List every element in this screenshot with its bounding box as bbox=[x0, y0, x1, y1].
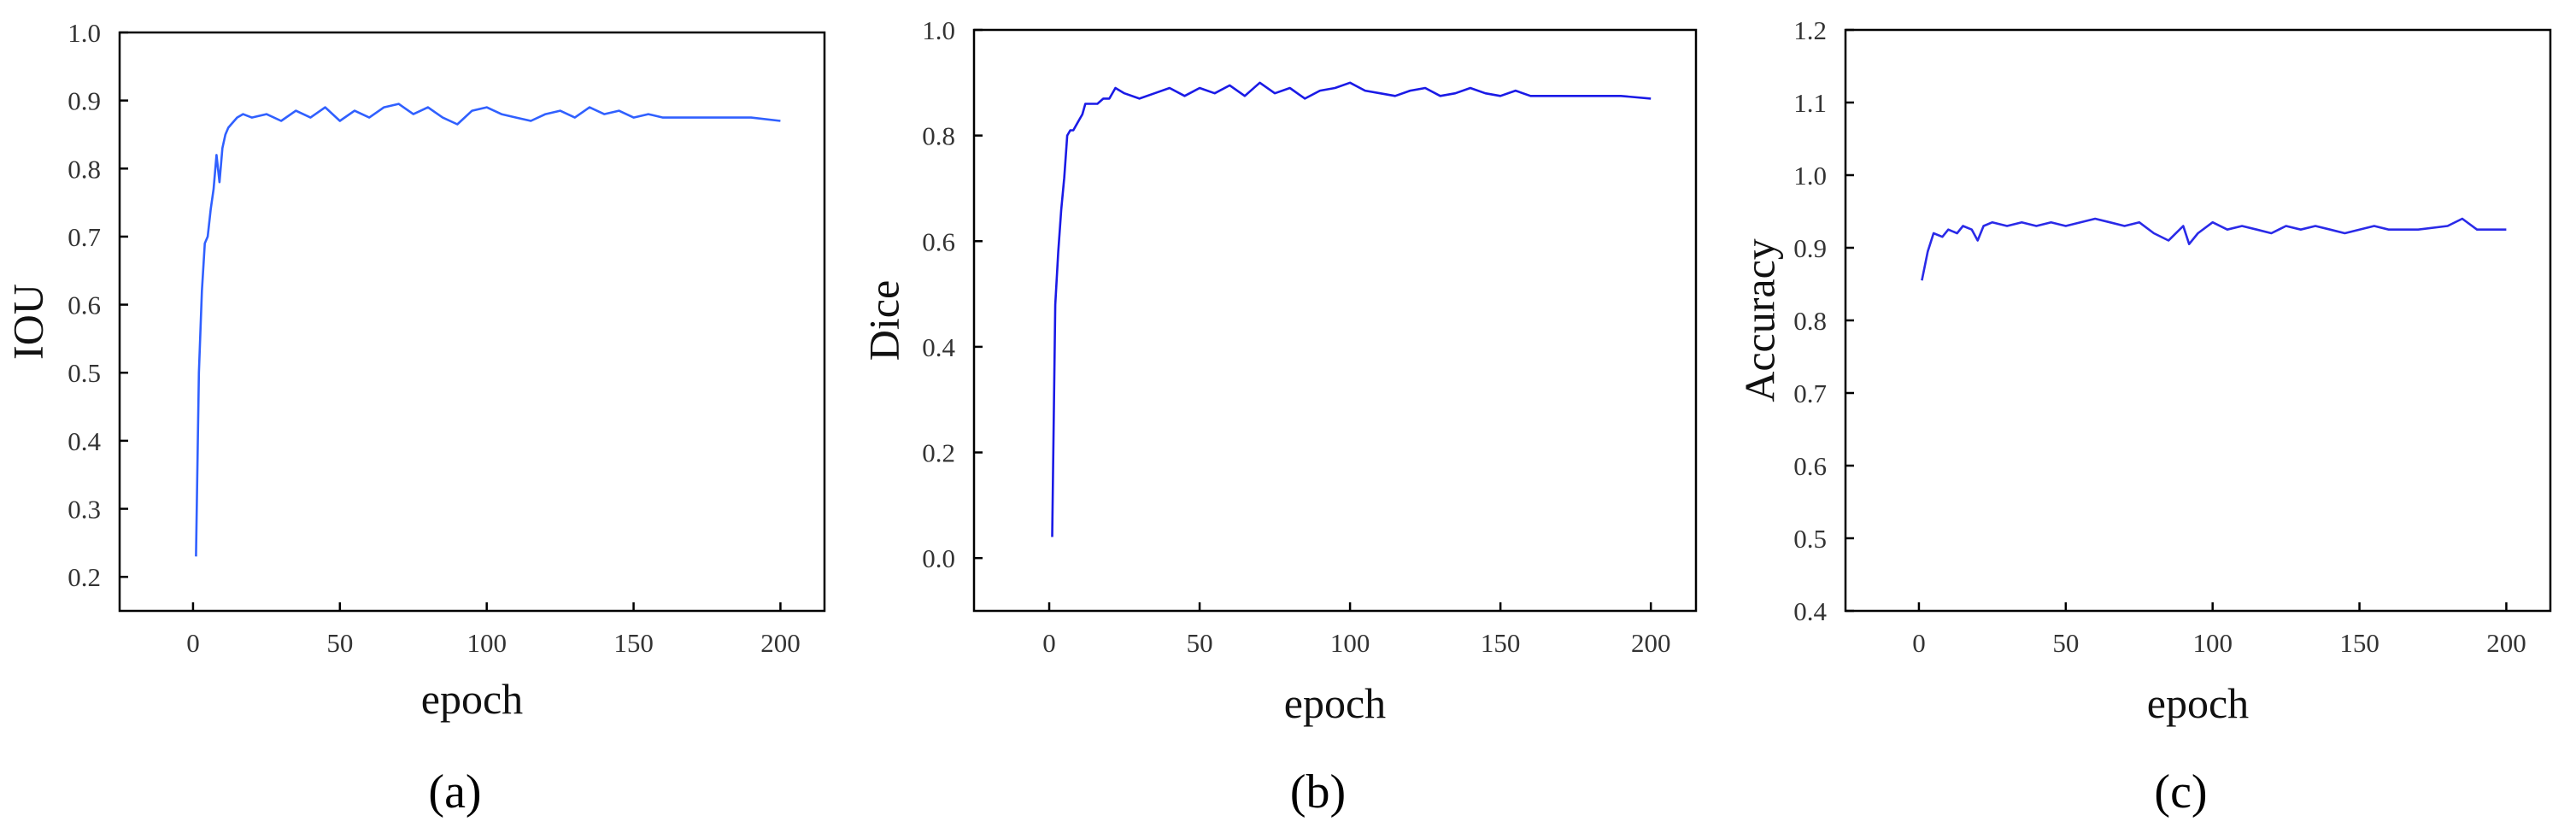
x-tick-label: 0 bbox=[1042, 628, 1056, 658]
y-tick-label: 0.8 bbox=[922, 121, 955, 151]
y-tick-label: 0.6 bbox=[1793, 451, 1827, 481]
x-tick-label: 100 bbox=[466, 628, 507, 658]
y-tick-label: 0.0 bbox=[922, 543, 955, 573]
x-tick-label: 150 bbox=[1481, 628, 1521, 658]
y-tick-label: 1.0 bbox=[67, 18, 101, 48]
panel-label: (a) bbox=[428, 766, 481, 818]
chart-panel-c: 0.4 0.5 0.6 0.7 0.8 0.9 1.0 1.1 1.2 0 50 100 150 200 e… bbox=[1735, 15, 2552, 818]
plot-frame bbox=[118, 31, 826, 613]
x-tick-label: 50 bbox=[1187, 628, 1213, 658]
y-tick-label: 1.1 bbox=[1793, 88, 1827, 118]
y-tick-label: 1.0 bbox=[1793, 161, 1827, 191]
x-tick-label: 0 bbox=[1912, 628, 1926, 658]
panel-label: (c) bbox=[2154, 766, 2207, 818]
series-line bbox=[1921, 217, 2507, 281]
x-tick-label: 0 bbox=[186, 628, 200, 658]
y-tick-label: 0.2 bbox=[67, 562, 101, 592]
y-axis-title: Dice bbox=[860, 280, 907, 361]
x-axis-title: epoch bbox=[2147, 679, 2249, 727]
y-tick-label: 0.8 bbox=[67, 154, 101, 184]
x-tick-label: 150 bbox=[2339, 628, 2379, 658]
chart-panel-b: 0.0 0.2 0.4 0.6 0.8 1.0 0 50 100 150 200 epoch Dice (… bbox=[860, 15, 1698, 818]
y-tick-label: 0.9 bbox=[1793, 233, 1827, 263]
y-tick-label: 0.5 bbox=[67, 358, 101, 388]
y-tick-label: 0.4 bbox=[67, 426, 101, 456]
y-tick-label: 0.6 bbox=[922, 226, 955, 256]
x-tick-label: 100 bbox=[1330, 628, 1370, 658]
plot-frame bbox=[1844, 28, 2552, 613]
x-tick-label: 50 bbox=[326, 628, 353, 658]
y-tick-label: 0.7 bbox=[1793, 378, 1827, 408]
y-tick-label: 0.4 bbox=[1793, 596, 1827, 626]
y-tick-label: 0.6 bbox=[67, 290, 101, 320]
x-tick-label: 200 bbox=[2486, 628, 2526, 658]
series-line bbox=[1051, 81, 1652, 537]
y-axis-title: IOU bbox=[3, 284, 51, 360]
y-tick-label: 0.5 bbox=[1793, 524, 1827, 554]
x-tick-label: 200 bbox=[1631, 628, 1671, 658]
plot-frame bbox=[972, 28, 1698, 613]
series-line bbox=[195, 103, 781, 557]
y-tick-label: 0.8 bbox=[1793, 306, 1827, 336]
y-tick-label: 0.4 bbox=[922, 332, 955, 362]
panel-label: (b) bbox=[1290, 766, 1346, 818]
y-tick-label: 1.0 bbox=[922, 15, 955, 45]
y-tick-label: 0.3 bbox=[67, 495, 101, 525]
y-tick-label: 0.7 bbox=[67, 222, 101, 252]
y-axis-title: Accuracy bbox=[1735, 238, 1783, 402]
y-tick-label: 0.2 bbox=[922, 438, 955, 468]
x-tick-label: 200 bbox=[760, 628, 801, 658]
x-tick-label: 150 bbox=[613, 628, 654, 658]
y-tick-label: 1.2 bbox=[1793, 15, 1827, 45]
y-tick-label: 0.9 bbox=[67, 86, 101, 116]
x-axis-title: epoch bbox=[421, 675, 523, 723]
x-tick-label: 100 bbox=[2192, 628, 2233, 658]
x-axis-title: epoch bbox=[1284, 679, 1386, 727]
x-tick-label: 50 bbox=[2052, 628, 2079, 658]
chart-panel-a: 0.2 0.3 0.4 0.5 0.6 0.7 0.8 0.9 1.0 0 50 100 150 200 e… bbox=[3, 18, 826, 818]
